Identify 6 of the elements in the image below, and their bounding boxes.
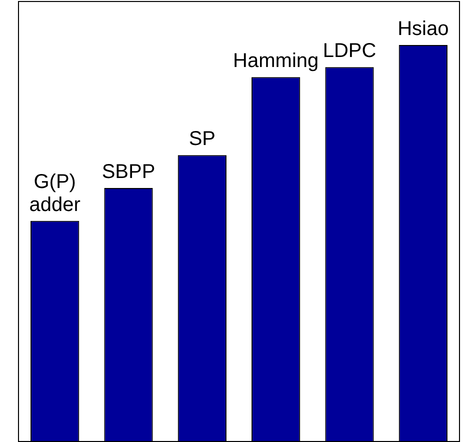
- x-tick-label: SP: [188, 128, 216, 150]
- x-tick-label: SBPP: [102, 160, 156, 183]
- x-tick-label: LDPC: [322, 40, 376, 62]
- x-tick-label: G(P) adder: [29, 170, 81, 216]
- x-tick-label: Hamming: [233, 50, 319, 72]
- x-tick-label: Hsiao: [398, 18, 449, 40]
